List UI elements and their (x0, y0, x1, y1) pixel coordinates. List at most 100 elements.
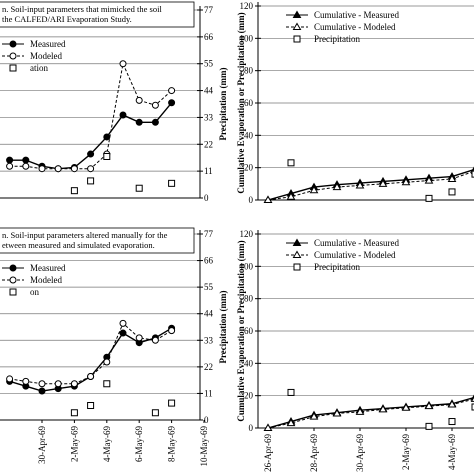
point (135, 334, 143, 342)
caption: etween measured and simulated evaporatio… (2, 240, 155, 250)
point (38, 380, 46, 388)
y-axis-label: Precipitation (mm) (218, 67, 228, 140)
x-tick-label: 4-May-69 (102, 426, 112, 462)
legend-label: Cumulative - Modeled (314, 22, 396, 32)
y-tick-label: 55 (204, 59, 214, 69)
point (263, 195, 273, 203)
point (355, 407, 365, 415)
point (38, 165, 46, 173)
y-tick-label: 60 (244, 326, 254, 336)
y-tick-label: 77 (204, 5, 214, 15)
point (332, 182, 342, 191)
x-tick-label: 26-Apr-69 (263, 434, 273, 472)
point (151, 409, 159, 417)
point (70, 380, 78, 388)
point (470, 396, 474, 402)
legend-label: Modeled (30, 51, 62, 61)
y-tick-label: 120 (240, 229, 254, 239)
x-tick-label: 2-May-69 (69, 426, 79, 462)
point (103, 133, 111, 141)
point (447, 400, 457, 408)
point (263, 423, 273, 431)
caption-box (0, 1, 195, 28)
legend-marker (9, 276, 17, 284)
point (424, 401, 434, 410)
legend-label: Precipitation (314, 262, 360, 272)
point (103, 358, 111, 366)
point (151, 118, 159, 126)
point (38, 387, 46, 395)
point (87, 402, 95, 410)
point (6, 156, 14, 164)
legend-marker (9, 52, 17, 60)
point (378, 404, 388, 413)
point (309, 412, 319, 420)
point (332, 408, 342, 417)
y-tick-label: 44 (204, 86, 214, 96)
legend-marker (9, 264, 17, 272)
point (87, 177, 95, 185)
point (22, 377, 30, 385)
y-axis-label: Cumulative Evaporation or Precipitation … (236, 240, 246, 421)
x-tick-label: 30-Apr-69 (355, 434, 365, 472)
legend-label: Cumulative - Modeled (314, 250, 396, 260)
point (287, 159, 295, 167)
point (424, 176, 434, 184)
y-tick-label: 20 (244, 163, 254, 173)
y-tick-label: 0 (249, 423, 254, 433)
legend-label: Measured (30, 39, 66, 49)
y-tick-label: 80 (244, 66, 254, 76)
point (70, 165, 78, 173)
y-tick-label: 40 (244, 358, 254, 368)
legend-label: Cumulative - Measured (314, 10, 399, 20)
point (378, 179, 388, 187)
point (286, 192, 296, 200)
y-tick-label: 66 (204, 256, 214, 266)
legend-label: Measured (30, 263, 66, 273)
y-tick-label: 100 (240, 261, 254, 271)
y-tick-label: 80 (244, 294, 254, 304)
y-tick-label: 100 (240, 33, 254, 43)
y-tick-label: 22 (204, 139, 213, 149)
point (22, 162, 30, 170)
point (22, 156, 30, 164)
legend-marker (9, 40, 17, 48)
point (151, 101, 159, 109)
point (168, 399, 176, 407)
y-tick-label: 22 (204, 362, 213, 372)
caption: n. Soil-input parameters altered manuall… (2, 230, 168, 240)
point (87, 150, 95, 158)
x-tick-label: 4-May-69 (447, 434, 457, 470)
point (471, 170, 474, 178)
point (401, 403, 411, 411)
legend-marker (292, 250, 302, 258)
series-line (267, 396, 474, 429)
y-tick-label: 40 (244, 130, 254, 140)
point (70, 409, 78, 417)
point (135, 118, 143, 126)
series-line (267, 398, 474, 429)
point (119, 329, 127, 337)
point (54, 165, 62, 173)
series-line (267, 170, 474, 201)
point (287, 388, 295, 396)
point (87, 165, 95, 173)
y-axis-label: Precipitation (mm) (218, 290, 228, 363)
legend-marker (293, 263, 301, 271)
point (6, 375, 14, 383)
y-tick-label: 120 (240, 1, 254, 11)
legend-label: Modeled (30, 275, 62, 285)
point (135, 184, 143, 192)
y-tick-label: 44 (204, 309, 214, 319)
legend-marker (292, 22, 302, 30)
point (119, 319, 127, 327)
legend-marker (9, 288, 17, 296)
x-tick-label: 28-Apr-69 (309, 434, 319, 472)
point (448, 188, 456, 196)
x-tick-label: 2-May-69 (401, 434, 411, 470)
point (168, 179, 176, 187)
legend-marker (293, 35, 301, 43)
